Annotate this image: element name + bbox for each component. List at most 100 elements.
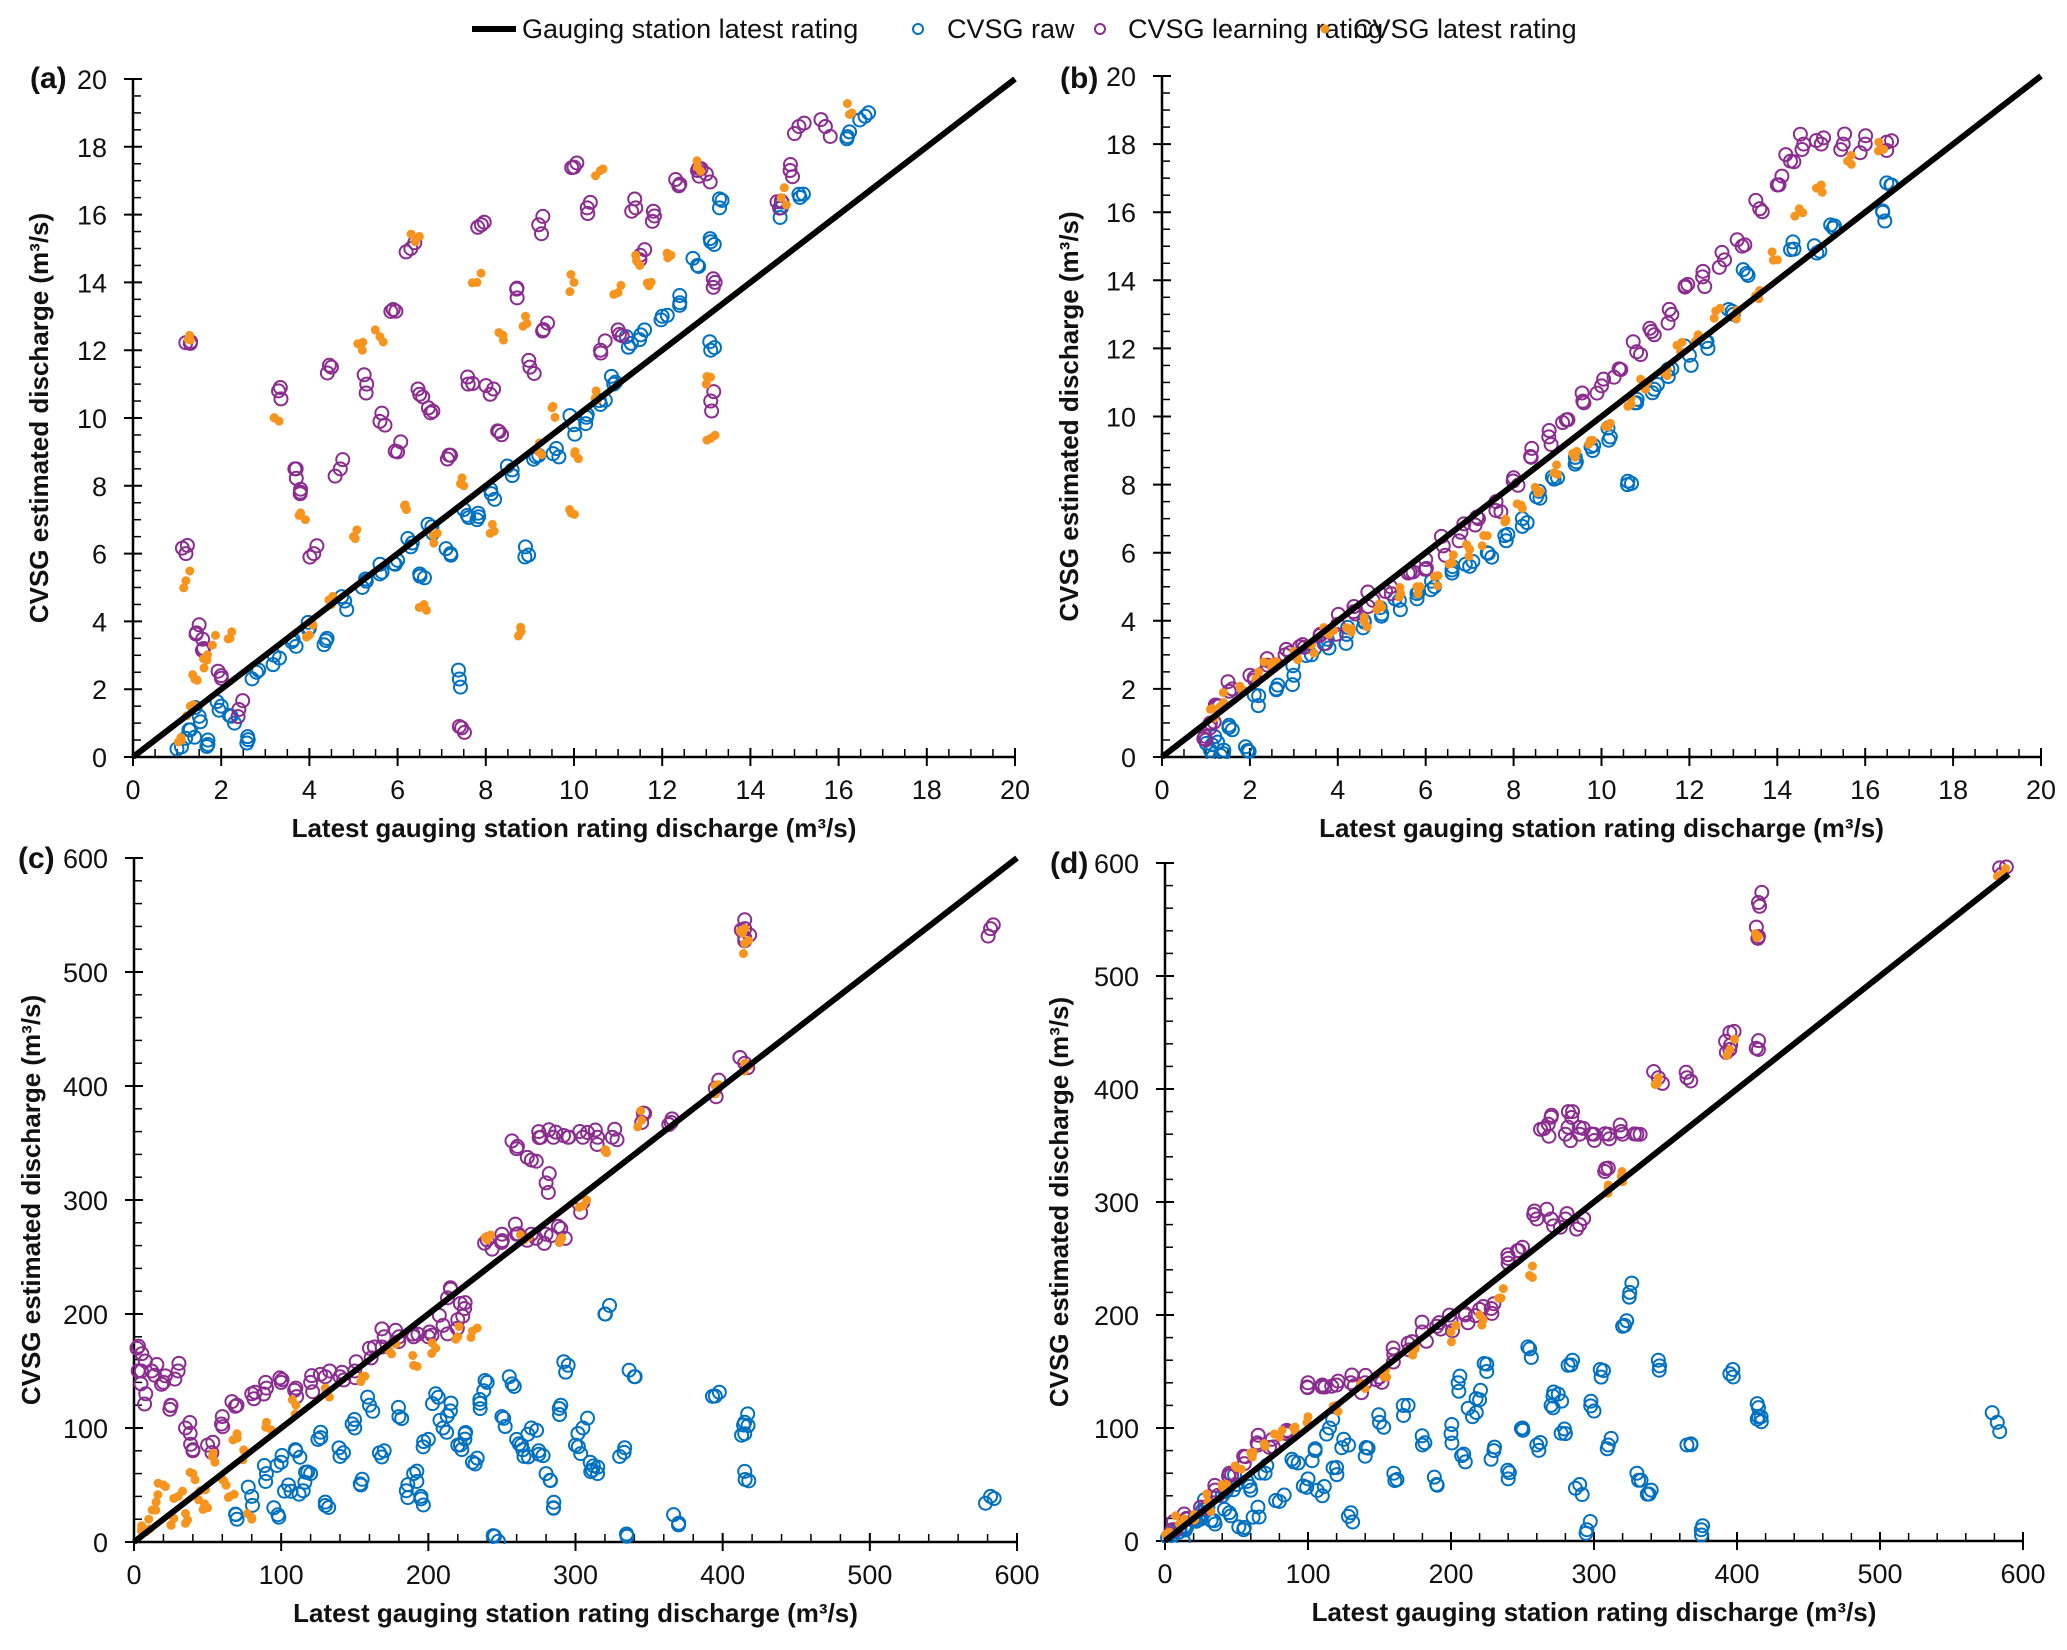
data-point (644, 213, 660, 229)
y-tick-label: 500 (63, 958, 108, 988)
data-point (1250, 698, 1266, 714)
data-point (1433, 571, 1443, 581)
data-point (1543, 436, 1559, 452)
data-point (551, 1400, 567, 1416)
data-point (1217, 1501, 1233, 1517)
x-axis-title: Latest gauging station rating discharge … (293, 1598, 858, 1628)
data-point (1343, 1505, 1359, 1521)
data-point (494, 1233, 510, 1249)
data-point (1546, 1384, 1562, 1400)
data-point (1498, 1284, 1508, 1294)
data-point (421, 605, 431, 615)
y-tick-label: 300 (1094, 1188, 1139, 1218)
data-point (479, 1374, 495, 1390)
data-point (1230, 1461, 1240, 1471)
data-point (1395, 582, 1405, 592)
data-point (702, 435, 712, 445)
data-point (1612, 1117, 1628, 1133)
data-point (213, 670, 229, 686)
data-point (1235, 681, 1245, 691)
plot-area (1160, 73, 2043, 759)
data-point (631, 256, 641, 266)
data-point (1652, 1358, 1668, 1374)
data-point (1754, 884, 1770, 900)
data-point (796, 115, 812, 131)
data-point (153, 1478, 163, 1488)
data-point (303, 1374, 319, 1390)
data-point (1395, 1407, 1411, 1423)
data-point (1740, 267, 1756, 283)
series-cvsg-learning (174, 112, 838, 740)
data-point (1500, 1462, 1516, 1478)
data-point (1874, 137, 1884, 147)
data-point (619, 1528, 635, 1544)
data-point (347, 1363, 363, 1379)
data-point (741, 1473, 757, 1489)
y-axis-title: CVSG estimated discharge (m³/s) (24, 213, 54, 623)
data-point (1877, 213, 1893, 229)
x-axis-title: Latest gauging station rating discharge … (1312, 1597, 1877, 1627)
data-point (589, 1136, 605, 1152)
data-point (1395, 1397, 1411, 1413)
data-point (795, 186, 811, 202)
data-point (170, 1363, 186, 1379)
data-point (1523, 448, 1539, 464)
data-point (633, 1122, 643, 1132)
data-point (516, 622, 526, 632)
data-point (477, 1372, 493, 1388)
data-point (509, 280, 525, 296)
x-tick-label: 10 (1586, 775, 1616, 805)
data-point (537, 450, 547, 460)
data-point (616, 1444, 632, 1460)
x-tick-label: 20 (1000, 775, 1030, 805)
data-point (703, 393, 719, 409)
data-point (356, 367, 372, 383)
data-point (200, 737, 216, 753)
data-point (274, 1372, 290, 1388)
plot-area (1160, 859, 2014, 1543)
data-point (406, 1466, 422, 1482)
data-point (1717, 252, 1733, 268)
data-point (244, 1488, 260, 1504)
data-point (235, 693, 251, 709)
data-point (692, 156, 702, 166)
data-point (653, 312, 669, 328)
data-point (1372, 1414, 1387, 1430)
data-point (151, 1497, 161, 1507)
x-tick-label: 600 (2000, 1559, 2045, 1589)
data-point (439, 1424, 455, 1440)
data-point (628, 200, 644, 216)
data-point (1737, 237, 1753, 253)
data-point (144, 1514, 154, 1524)
data-point (663, 253, 673, 263)
data-point (1476, 1355, 1492, 1371)
data-point (291, 1486, 307, 1502)
data-point (404, 535, 420, 551)
data-point (585, 1458, 601, 1474)
data-point (1515, 1422, 1531, 1438)
data-point (227, 1398, 243, 1414)
x-tick-label: 300 (1571, 1559, 1616, 1589)
data-point (360, 1389, 376, 1405)
data-point (1247, 1452, 1257, 1462)
legend-label-raw: CVSG raw (947, 14, 1075, 44)
data-point (316, 637, 332, 653)
data-point (1683, 1073, 1699, 1089)
y-tick-label: 0 (93, 1528, 108, 1558)
data-point (327, 468, 343, 484)
data-point (231, 702, 247, 718)
data-point (273, 1454, 289, 1470)
data-point (358, 385, 374, 401)
data-point (735, 926, 745, 936)
legend-marker-latest (1320, 24, 1330, 34)
data-point (1509, 1243, 1525, 1259)
data-point (272, 1370, 288, 1386)
data-point (705, 279, 721, 295)
data-point (839, 131, 855, 147)
y-tick-label: 400 (1094, 1075, 1139, 1105)
data-point (1677, 278, 1693, 294)
x-tick-label: 0 (125, 775, 140, 805)
y-tick-label: 12 (1106, 334, 1136, 364)
data-point (287, 461, 303, 477)
